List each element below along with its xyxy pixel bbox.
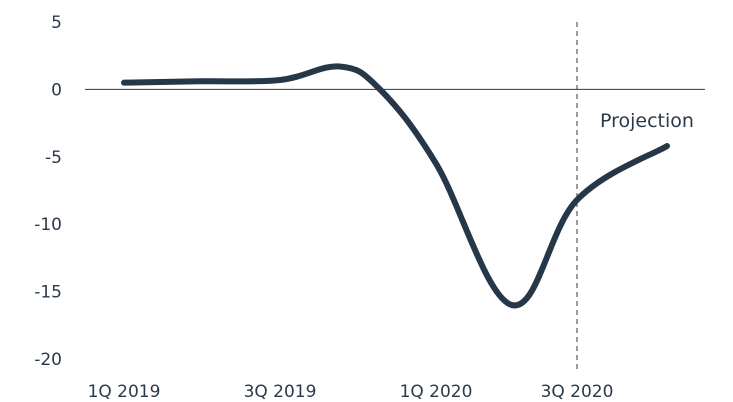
x-tick-label: 3Q 2020	[541, 382, 614, 402]
y-tick-label: -5	[45, 148, 62, 168]
y-tick-label: -10	[34, 215, 62, 235]
y-axis-ticks: 5 0 -5 -10 -15 -20	[34, 13, 62, 370]
y-tick-label: -20	[34, 350, 62, 370]
x-tick-label: 3Q 2019	[244, 382, 317, 402]
x-axis-ticks: 1Q 2019 3Q 2019 1Q 2020 3Q 2020	[88, 382, 614, 402]
x-tick-label: 1Q 2019	[88, 382, 161, 402]
x-tick-label: 1Q 2020	[400, 382, 473, 402]
series-line	[121, 63, 670, 309]
y-tick-label: -15	[34, 283, 62, 303]
y-tick-label: 5	[51, 13, 62, 33]
y-tick-label: 0	[51, 80, 62, 100]
projection-label: Projection	[600, 110, 694, 132]
